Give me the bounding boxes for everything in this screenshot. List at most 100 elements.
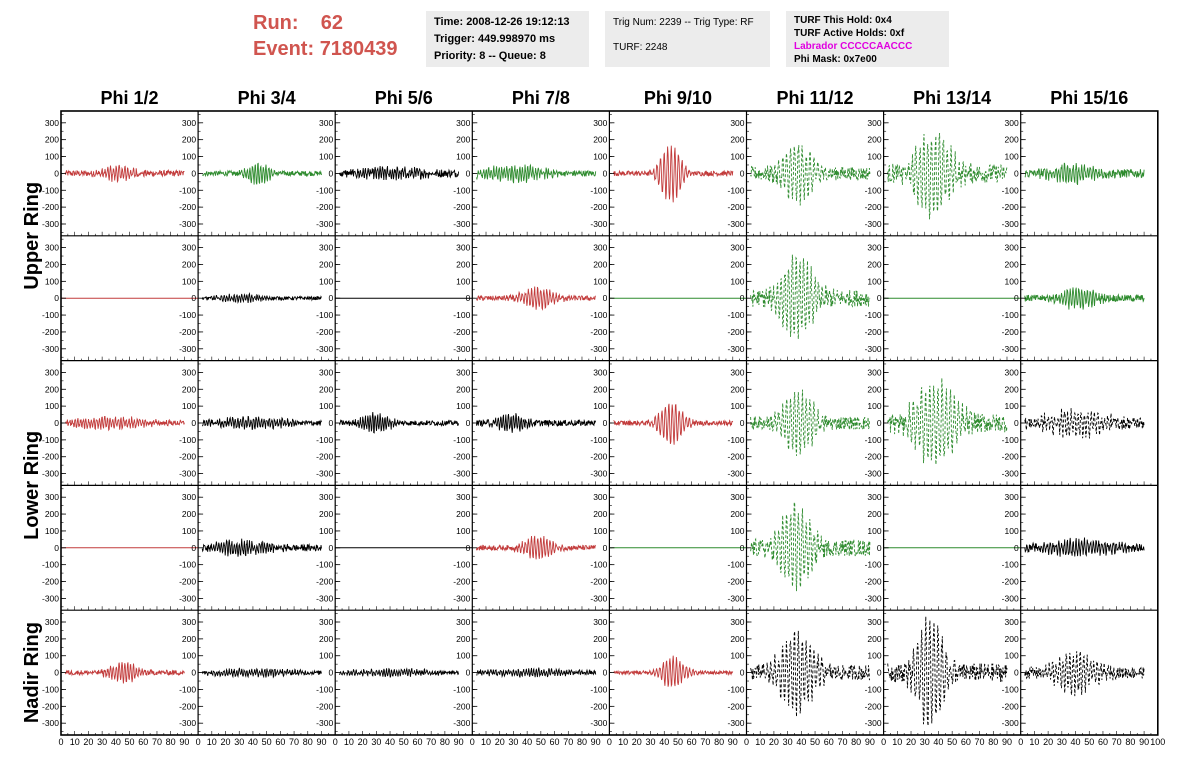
x-tick-label: 80 (166, 737, 176, 747)
y-tick-label: 0 (740, 293, 745, 303)
y-tick-label: -300 (590, 593, 607, 603)
y-tick-label: -200 (1002, 701, 1019, 711)
waveform-trace (613, 655, 734, 688)
y-tick-label: -100 (727, 684, 744, 694)
ring-label: Lower Ring (21, 431, 43, 540)
y-tick-label: 300 (182, 617, 196, 627)
y-tick-label: 100 (593, 651, 607, 661)
y-tick-label: 200 (593, 634, 607, 644)
y-tick-label: -300 (1002, 718, 1019, 728)
x-tick-label: 30 (783, 737, 793, 747)
x-tick-label: 50 (1084, 737, 1094, 747)
x-tick-label: 40 (111, 737, 121, 747)
waveform-trace (750, 254, 871, 340)
y-tick-label: -300 (453, 219, 470, 229)
y-tick-label: 200 (182, 384, 196, 394)
x-tick-label: 70 (152, 737, 162, 747)
y-tick-label: -200 (179, 327, 196, 337)
time-text: Time: 2008-12-26 19:12:13 (434, 16, 570, 28)
x-tick-label: 50 (673, 737, 683, 747)
x-tick-label: 40 (522, 737, 532, 747)
waveform-trace (475, 535, 597, 560)
y-tick-label: 0 (191, 418, 196, 428)
y-tick-label: 200 (1005, 259, 1019, 269)
y-tick-label: 100 (45, 152, 59, 162)
y-tick-label: 200 (45, 384, 59, 394)
x-tick-label: 70 (1112, 737, 1122, 747)
waveform-trace (476, 667, 597, 679)
y-tick-label: -300 (727, 344, 744, 354)
y-tick-label: -300 (42, 593, 59, 603)
y-tick-label: 200 (730, 509, 744, 519)
y-tick-label: -300 (727, 469, 744, 479)
y-tick-label: 200 (1005, 384, 1019, 394)
y-tick-label: -200 (316, 577, 333, 587)
y-tick-label: -300 (316, 344, 333, 354)
y-tick-label: 100 (456, 526, 470, 536)
x-tick-label: 80 (1125, 737, 1135, 747)
y-tick-label: 0 (328, 418, 333, 428)
y-tick-label: -200 (453, 327, 470, 337)
y-tick-label: 0 (877, 543, 882, 553)
y-tick-label: 300 (45, 118, 59, 128)
y-tick-label: 0 (877, 293, 882, 303)
y-tick-label: 300 (593, 367, 607, 377)
y-tick-label: 100 (867, 401, 881, 411)
y-tick-label: -100 (590, 684, 607, 694)
x-tick-label: 30 (97, 737, 107, 747)
x-tick-label: 60 (412, 737, 422, 747)
y-tick-label: -100 (453, 435, 470, 445)
y-tick-label: -100 (1002, 310, 1019, 320)
y-tick-label: -100 (590, 435, 607, 445)
waveform-trace (1024, 537, 1145, 558)
x-tick-label: 60 (138, 737, 148, 747)
x-tick-label: 40 (796, 737, 806, 747)
y-tick-label: 200 (45, 509, 59, 519)
y-tick-label: 100 (730, 526, 744, 536)
y-tick-label: -300 (42, 469, 59, 479)
event-value: 7180439 (319, 38, 398, 60)
y-tick-label: 300 (45, 243, 59, 253)
y-tick-label: 300 (319, 617, 333, 627)
y-tick-label: -200 (727, 327, 744, 337)
y-tick-label: -300 (453, 469, 470, 479)
y-tick-label: -200 (865, 202, 882, 212)
y-tick-label: -100 (453, 310, 470, 320)
y-tick-label: 200 (182, 259, 196, 269)
y-tick-label: -100 (316, 560, 333, 570)
priority-text: Priority: 8 -- Queue: 8 (434, 50, 546, 62)
waveform-trace (887, 377, 1008, 465)
y-tick-label: 100 (593, 401, 607, 411)
y-tick-label: 0 (603, 543, 608, 553)
y-tick-label: 200 (593, 384, 607, 394)
waveform-trace (475, 163, 597, 184)
y-tick-label: -300 (590, 469, 607, 479)
y-tick-label: 200 (45, 259, 59, 269)
y-tick-label: 100 (593, 152, 607, 162)
x-tick-label: 80 (577, 737, 587, 747)
x-tick-label: 70 (700, 737, 710, 747)
y-tick-label: 100 (319, 526, 333, 536)
y-tick-label: -200 (42, 202, 59, 212)
y-tick-label: -200 (590, 577, 607, 587)
y-tick-label: -100 (727, 435, 744, 445)
x-tick-label: 10 (892, 737, 902, 747)
x-tick-label: 90 (316, 737, 326, 747)
y-tick-label: 200 (730, 135, 744, 145)
y-tick-label: -200 (1002, 577, 1019, 587)
y-tick-label: -200 (179, 701, 196, 711)
y-tick-label: 100 (1005, 651, 1019, 661)
waveform-trace (1024, 162, 1145, 185)
y-tick-label: 100 (456, 651, 470, 661)
y-tick-label: -100 (590, 310, 607, 320)
waveform-trace (476, 286, 596, 311)
x-tick-label: 10 (618, 737, 628, 747)
x-tick-label: 50 (262, 737, 272, 747)
y-tick-label: -200 (179, 202, 196, 212)
x-tick-label: 0 (333, 737, 338, 747)
y-tick-label: 0 (740, 543, 745, 553)
y-tick-label: -100 (179, 185, 196, 195)
y-tick-label: 200 (456, 259, 470, 269)
column-header: Phi 15/16 (1050, 88, 1128, 108)
x-tick-label: 90 (865, 737, 875, 747)
